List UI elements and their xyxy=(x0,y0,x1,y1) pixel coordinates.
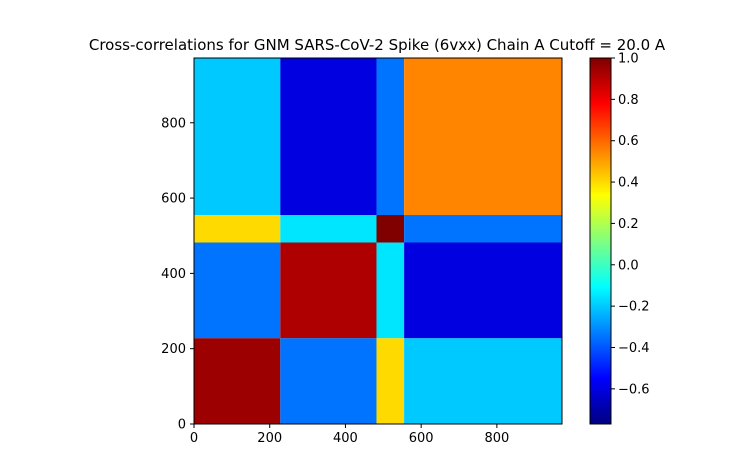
colorbar-tick-label: −0.4 xyxy=(618,341,650,356)
colorbar-tick-label: −0.6 xyxy=(618,382,650,397)
y-tick-label: 400 xyxy=(161,267,186,282)
colorbar-tick-label: 1.0 xyxy=(618,52,639,67)
heatmap-cell xyxy=(280,338,377,424)
heatmap-cell xyxy=(404,242,562,339)
heatmap-cell xyxy=(404,58,562,216)
heatmap-cell xyxy=(404,338,562,424)
y-tick-label: 600 xyxy=(161,192,186,207)
heatmap-cells xyxy=(194,58,562,424)
x-axis: 0 200 400 600 800 xyxy=(190,424,509,446)
heatmap-cell xyxy=(194,338,281,424)
colorbar-tick-label: 0.2 xyxy=(618,217,639,232)
x-tick-label: 800 xyxy=(484,431,509,446)
heatmap-cell xyxy=(194,58,281,216)
colorbar-tick-label: 0.0 xyxy=(618,258,639,273)
y-axis: 0 200 400 600 800 xyxy=(161,116,194,433)
heatmap-cell xyxy=(376,242,405,339)
heatmap-cell xyxy=(194,242,281,339)
heatmap-cell xyxy=(280,58,377,216)
x-tick-label: 600 xyxy=(409,431,434,446)
heatmap-cell xyxy=(404,215,562,243)
colorbar-tick-label: 0.4 xyxy=(618,176,639,191)
y-tick-label: 800 xyxy=(161,116,186,131)
heatmap-cell xyxy=(280,215,377,243)
colorbar-ticks: 1.0 0.8 0.6 0.4 0.2 0.0 −0.2 −0.4 −0.6 xyxy=(611,52,650,397)
heatmap-cell xyxy=(376,58,405,216)
x-tick-label: 0 xyxy=(190,431,198,446)
x-tick-label: 200 xyxy=(257,431,282,446)
colorbar: 1.0 0.8 0.6 0.4 0.2 0.0 −0.2 −0.4 −0.6 xyxy=(589,52,650,425)
x-tick-label: 400 xyxy=(333,431,358,446)
heatmap-cell xyxy=(376,338,405,424)
heatmap-cell xyxy=(194,215,281,243)
heatmap-cell xyxy=(280,242,377,339)
y-tick-label: 200 xyxy=(161,342,186,357)
y-tick-label: 0 xyxy=(178,418,186,433)
colorbar-gradient xyxy=(589,57,612,425)
plot-frame xyxy=(193,57,563,425)
colorbar-tick-label: 0.8 xyxy=(618,93,639,108)
heatmap-cell xyxy=(376,215,405,243)
chart-title: Cross-correlations for GNM SARS-CoV-2 Sp… xyxy=(89,36,666,54)
colorbar-tick-label: −0.2 xyxy=(618,300,650,315)
colorbar-tick-label: 0.6 xyxy=(618,134,639,149)
